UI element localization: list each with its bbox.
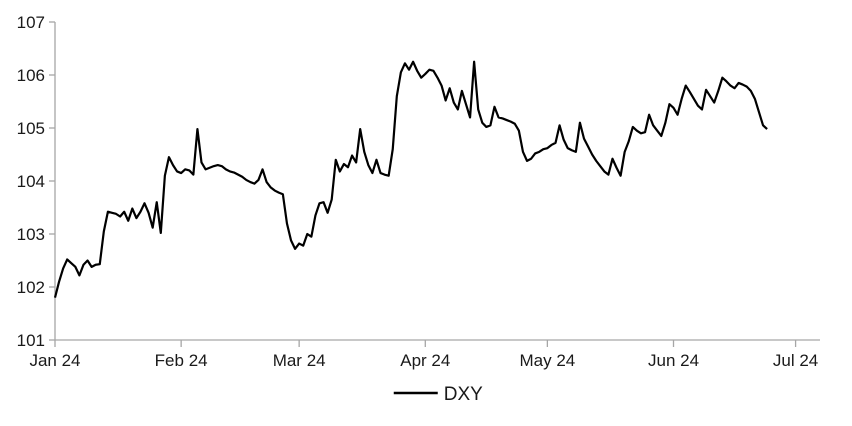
y-axis-tick-label: 102: [17, 278, 45, 297]
x-axis-tick-label: Jun 24: [648, 351, 699, 370]
y-axis-tick-label: 106: [17, 66, 45, 85]
data-series-group: [53, 60, 768, 298]
x-axis-tick-label: Mar 24: [273, 351, 326, 370]
chart-legend: DXY: [393, 384, 483, 405]
y-axis-tick-label: 104: [17, 172, 45, 191]
data-series-line: [53, 60, 768, 298]
y-axis-tick-label: 103: [17, 225, 45, 244]
x-axis-tick-label: Feb 24: [155, 351, 208, 370]
y-axis-tick-label: 107: [17, 13, 45, 32]
y-axis-tick-label: 105: [17, 119, 45, 138]
y-axis-tick-label: 101: [17, 331, 45, 350]
y-axis-tick-labels: 101 102 103 104 105 106 107: [17, 13, 45, 350]
x-axis-tick-label: Apr 24: [400, 351, 450, 370]
y-axis-tick-marks: [49, 21, 55, 341]
x-axis-tick-label: May 24: [519, 351, 575, 370]
x-axis-tick-label: Jan 24: [29, 351, 80, 370]
x-axis-tick-label: Jul 24: [773, 351, 818, 370]
x-axis-tick-labels: Jan 24 Feb 24 Mar 24 Apr 24 May 24 Jun 24 Jul …: [29, 351, 818, 370]
legend-entry-label: DXY: [444, 384, 483, 405]
x-axis-tick-marks: [54, 340, 797, 347]
